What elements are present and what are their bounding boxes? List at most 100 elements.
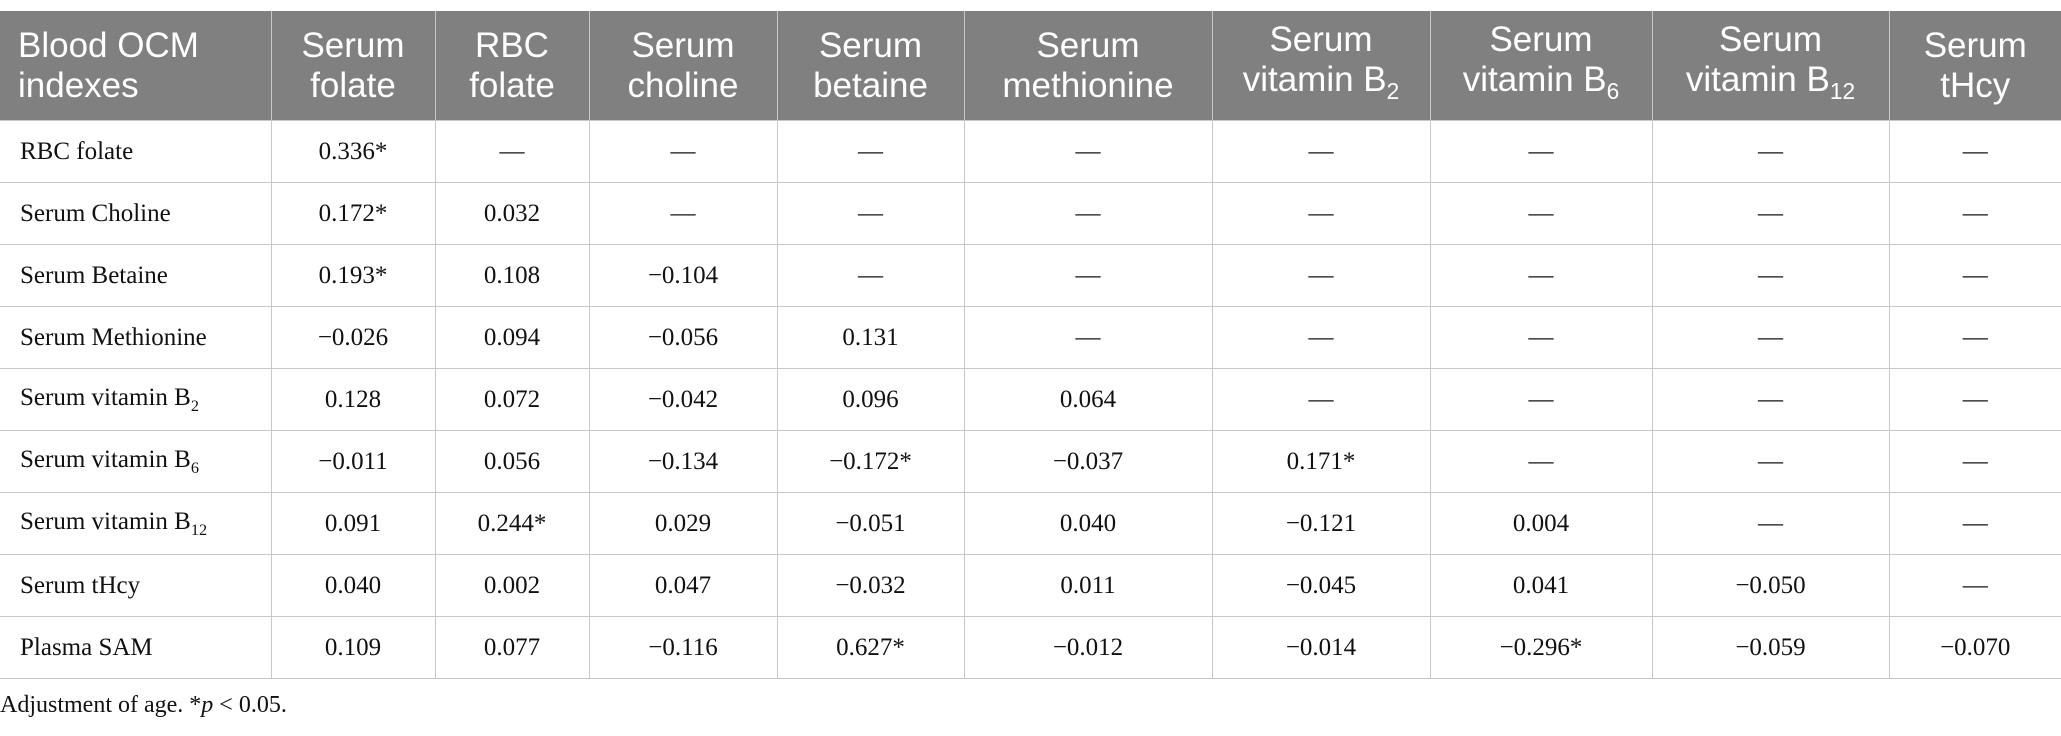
header-text: tHcy [1940, 65, 2011, 105]
value-cell: — [1888, 430, 2061, 493]
header-cell: Serum choline [588, 11, 777, 121]
subscript: 6 [1606, 78, 1620, 104]
value-cell: 0.109 [270, 616, 436, 679]
table-row: Serum Choline 0.172* 0.032— — — — — — — [0, 182, 2061, 245]
header-text: Serum [301, 25, 405, 65]
subscript: 2 [1386, 78, 1400, 104]
value-cell: — [434, 120, 590, 183]
row-label-text: Serum Choline [20, 199, 171, 227]
value-cell: 0.244* [434, 492, 590, 555]
header-text: vitamin B [1685, 60, 1830, 99]
value-cell: — [1651, 306, 1890, 369]
value-cell: 0.072 [434, 368, 590, 431]
header-cell: Blood OCM indexes [0, 11, 271, 121]
header-text: Serum [818, 25, 923, 65]
value-cell: −0.032 [776, 554, 965, 617]
header-cell: Serum methionine [963, 11, 1212, 121]
header-cell: Serum tHcy [1888, 11, 2061, 121]
value-cell: — [963, 306, 1213, 369]
row-label-text: Serum vitamin B [20, 507, 191, 535]
value-cell: 0.108 [434, 244, 590, 307]
value-cell: 0.627* [776, 616, 965, 679]
value-cell: — [1888, 368, 2061, 431]
value-cell: — [588, 120, 778, 183]
value-cell: 0.077 [434, 616, 590, 679]
header-text: vitamin B [1462, 60, 1607, 99]
value-cell: 0.128 [270, 368, 436, 431]
value-cell: 0.002 [434, 554, 590, 617]
row-label: Serum vitamin B6 [0, 430, 272, 493]
value-cell: −0.011 [270, 430, 436, 493]
header-text: folate [469, 65, 555, 105]
row-label: Serum vitamin B12 [0, 492, 272, 555]
row-label: RBC folate [0, 120, 272, 183]
value-cell: 0.056 [434, 430, 590, 493]
value-cell: — [776, 120, 965, 183]
value-cell: — [1651, 244, 1890, 307]
table-row: RBC folate 0.336* — — — — — — — — [0, 120, 2061, 183]
row-label: Serum vitamin B2 [0, 368, 272, 431]
footnote: Adjustment of age. *p < 0.05. [0, 692, 287, 719]
footnote-italic: p [201, 692, 214, 718]
header-text: indexes [18, 65, 139, 105]
value-cell: −0.116 [588, 616, 778, 679]
header-text: Serum [1489, 20, 1593, 59]
value-cell: 0.032 [434, 182, 590, 245]
value-cell: −0.014 [1211, 616, 1431, 679]
value-cell: −0.104 [588, 244, 778, 307]
value-cell: — [1429, 244, 1653, 307]
correlation-table: Blood OCM indexes Serum folate RBC folate Seru… [0, 11, 2061, 679]
value-cell: — [1651, 120, 1890, 183]
subscript: 2 [190, 396, 199, 415]
value-cell: — [1211, 120, 1431, 183]
value-cell: 0.004 [1429, 492, 1653, 555]
value-cell: 0.064 [963, 368, 1213, 431]
header-text: Blood OCM [18, 25, 199, 65]
value-cell: — [963, 120, 1213, 183]
row-label-text: Serum vitamin B [20, 383, 191, 411]
row-label-text: Plasma SAM [20, 633, 153, 661]
value-cell: 0.193* [270, 244, 436, 307]
row-label-text: Serum Methionine [20, 323, 207, 351]
header-text: RBC [475, 25, 549, 65]
value-cell: — [1888, 306, 2061, 369]
value-cell: 0.336* [270, 120, 436, 183]
subscript: 12 [190, 520, 208, 539]
value-cell: −0.172* [776, 430, 965, 493]
value-cell: −0.012 [963, 616, 1213, 679]
row-label: Serum Methionine [0, 306, 272, 369]
table-row: Serum vitamin B2 0.128 0.072 −0.042 0.096 0.0… [0, 368, 2061, 431]
value-cell: — [1429, 306, 1653, 369]
table-row: Serum tHcy 0.040 0.002 0.047 −0.032 0.011 −0.0… [0, 554, 2061, 617]
value-cell: — [1888, 492, 2061, 555]
value-cell: — [1429, 430, 1653, 493]
value-cell: — [1211, 368, 1431, 431]
value-cell: — [1429, 368, 1653, 431]
row-label: Serum Betaine [0, 244, 272, 307]
value-cell: — [1888, 182, 2061, 245]
value-cell: — [1211, 244, 1431, 307]
header-text: betaine [813, 65, 928, 105]
value-cell: 0.131 [776, 306, 965, 369]
value-cell: 0.040 [270, 554, 436, 617]
value-cell: 0.047 [588, 554, 778, 617]
value-cell: 0.096 [776, 368, 965, 431]
header-cell: Serum folate [270, 11, 435, 121]
value-cell: −0.059 [1651, 616, 1890, 679]
value-cell: — [776, 244, 965, 307]
header-cell: RBC folate [434, 11, 589, 121]
row-label-text: Serum vitamin B [20, 445, 191, 473]
value-cell: 0.094 [434, 306, 590, 369]
header-text: Serum [1036, 25, 1140, 65]
value-cell: 0.029 [588, 492, 778, 555]
value-cell: — [1888, 554, 2061, 617]
value-cell: — [1429, 182, 1653, 245]
header-text: Serum [1923, 25, 2027, 65]
value-cell: 0.172* [270, 182, 436, 245]
table-row: Plasma SAM 0.109 0.077 −0.116 0.627* −0.012 −0… [0, 616, 2061, 679]
header-row: Blood OCM indexes Serum folate RBC folate Seru… [0, 11, 2061, 121]
table-body: RBC folate 0.336* — — — — — — — — Serum Choline 0.1… [0, 120, 2061, 679]
value-cell: −0.051 [776, 492, 965, 555]
value-cell: — [776, 182, 965, 245]
value-cell: 0.041 [1429, 554, 1653, 617]
